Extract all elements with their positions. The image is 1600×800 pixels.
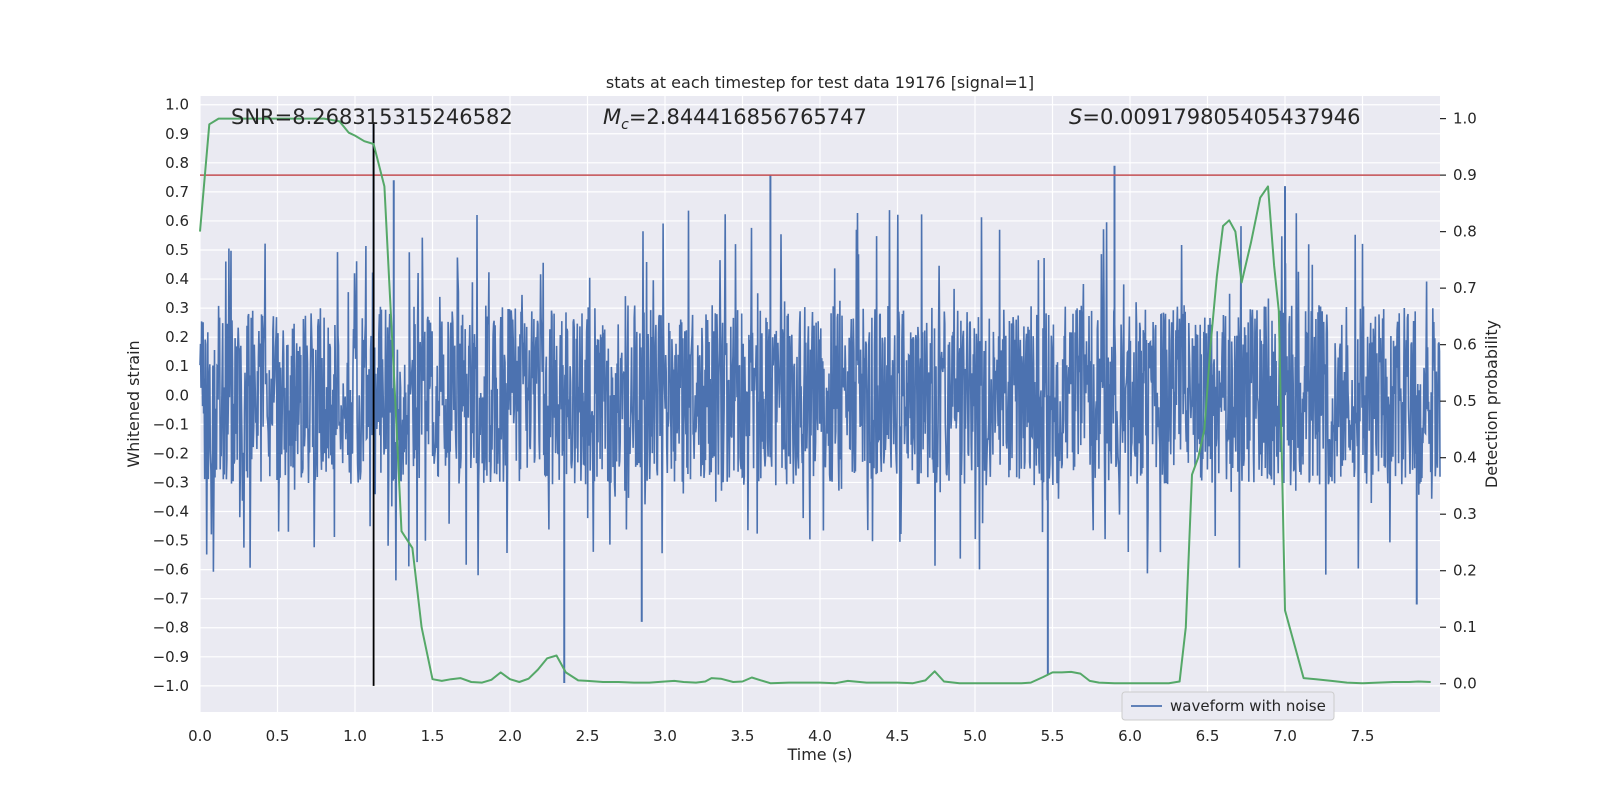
x-tick-label: 2.5 bbox=[576, 727, 600, 745]
x-tick-label: 5.5 bbox=[1041, 727, 1065, 745]
y-left-tick-label: 0.0 bbox=[165, 386, 189, 404]
y-right-tick-label: 0.4 bbox=[1453, 449, 1477, 467]
snr-annotation: SNR=8.268315315246582 bbox=[231, 105, 513, 129]
y-left-tick-label: −1.0 bbox=[153, 677, 189, 695]
y-right-tick-label: 0.1 bbox=[1453, 618, 1477, 636]
y-axis-label-left: Whitened strain bbox=[124, 340, 143, 467]
chirp-mass-annotation: Mc=2.844416856765747 bbox=[603, 105, 867, 133]
x-tick-label: 0.5 bbox=[266, 727, 290, 745]
y-left-tick-label: −0.8 bbox=[153, 619, 189, 637]
y-right-tick-label: 0.2 bbox=[1453, 562, 1477, 580]
y-left-tick-label: −0.9 bbox=[153, 648, 189, 666]
x-tick-label: 3.5 bbox=[731, 727, 755, 745]
y-right-tick-label: 0.0 bbox=[1453, 675, 1477, 693]
y-left-tick-label: −0.2 bbox=[153, 444, 189, 462]
legend: waveform with noise bbox=[1121, 691, 1335, 721]
y-right-tick-label: 0.3 bbox=[1453, 505, 1477, 523]
y-right-tick-label: 0.7 bbox=[1453, 279, 1477, 297]
y-left-tick-label: 0.9 bbox=[165, 125, 189, 143]
y-left-tick-label: 0.7 bbox=[165, 183, 189, 201]
legend-label: waveform with noise bbox=[1170, 697, 1326, 715]
y-left-tick-label: −0.6 bbox=[153, 561, 189, 579]
y-axis-label-right: Detection probability bbox=[1482, 320, 1501, 488]
probability-series bbox=[199, 117, 1431, 685]
y-left-tick-label: 0.1 bbox=[165, 357, 189, 375]
y-right-tick-label: 0.6 bbox=[1453, 336, 1477, 354]
overlays bbox=[200, 122, 1440, 686]
y-left-tick-label: −0.5 bbox=[153, 532, 189, 550]
y-right-tick-label: 0.8 bbox=[1453, 223, 1477, 241]
legend-box bbox=[1121, 691, 1335, 721]
x-tick-label: 3.0 bbox=[653, 727, 677, 745]
y-left-tick-label: 0.4 bbox=[165, 270, 189, 288]
y-right-tick-label: 0.5 bbox=[1453, 392, 1477, 410]
x-axis-label: Time (s) bbox=[786, 745, 852, 764]
x-tick-label: 0.0 bbox=[188, 727, 212, 745]
y-right-tick-labels: 1.0 0.9 0.8 0.7 0.6 0.5 0.4 0.3 0.2 0.1 0.0 bbox=[1440, 110, 1477, 693]
y-left-tick-label: 0.2 bbox=[165, 328, 189, 346]
waveform-line bbox=[199, 210, 1441, 581]
y-left-tick-label: 0.3 bbox=[165, 299, 189, 317]
y-left-tick-label: 0.5 bbox=[165, 241, 189, 259]
x-tick-label: 7.0 bbox=[1273, 727, 1297, 745]
x-tick-label: 6.0 bbox=[1118, 727, 1142, 745]
y-left-tick-label: 0.6 bbox=[165, 212, 189, 230]
y-left-tick-label: 1.0 bbox=[165, 96, 189, 114]
y-left-tick-label: −0.1 bbox=[153, 415, 189, 433]
y-left-tick-label: −0.3 bbox=[153, 473, 189, 491]
chart-title: stats at each timestep for test data 191… bbox=[606, 73, 1034, 92]
y-left-tick-label: −0.4 bbox=[153, 503, 189, 521]
y-right-tick-label: 1.0 bbox=[1453, 110, 1477, 128]
y-left-tick-labels: 1.0 0.9 0.8 0.7 0.6 0.5 0.4 0.3 0.2 0.1 0.0 −0.1 −0.… bbox=[153, 96, 189, 695]
x-tick-label: 7.5 bbox=[1351, 727, 1375, 745]
x-tick-label: 4.5 bbox=[886, 727, 910, 745]
x-tick-label: 5.0 bbox=[963, 727, 987, 745]
probability-line bbox=[199, 117, 1431, 685]
x-tick-label: 1.0 bbox=[343, 727, 367, 745]
x-tick-labels: 0.0 0.5 1.0 1.5 2.0 2.5 3.0 3.5 4.0 4.5 5.0 5.5 6.0 6… bbox=[188, 727, 1374, 745]
x-tick-label: 6.5 bbox=[1196, 727, 1220, 745]
x-tick-label: 1.5 bbox=[421, 727, 445, 745]
s-annotation: S=0.009179805405437946 bbox=[1069, 105, 1360, 129]
x-tick-label: 2.0 bbox=[498, 727, 522, 745]
x-tick-label: 4.0 bbox=[808, 727, 832, 745]
y-left-tick-label: 0.8 bbox=[165, 154, 189, 172]
y-left-tick-label: −0.7 bbox=[153, 590, 189, 608]
y-right-tick-label: 0.9 bbox=[1453, 166, 1477, 184]
